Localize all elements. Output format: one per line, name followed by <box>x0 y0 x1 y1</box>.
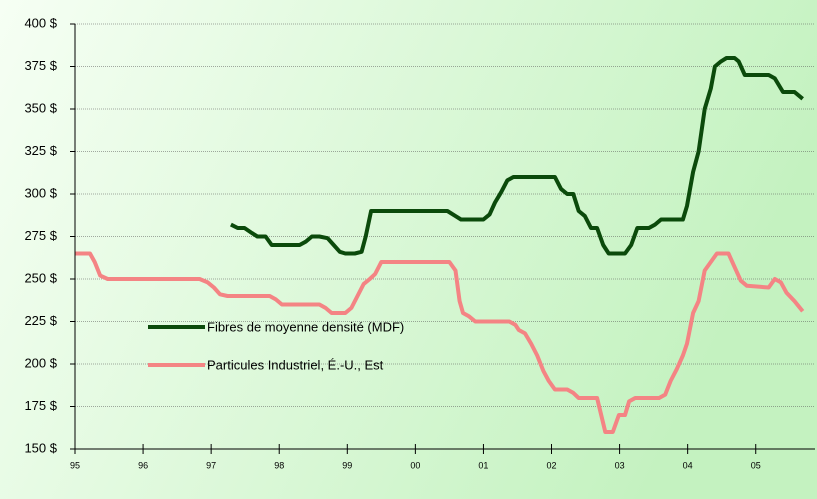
legend-label: Particules Industriel, É.-U., Est <box>207 357 384 372</box>
x-tick-label: 04 <box>683 460 693 470</box>
x-tick-label: 00 <box>410 460 420 470</box>
line-series <box>230 56 804 256</box>
x-tick-label: 05 <box>751 460 761 470</box>
x-tick-label: 98 <box>274 460 284 470</box>
line-series <box>75 251 805 434</box>
y-tick-label: 275 $ <box>24 228 57 243</box>
y-tick-label: 200 $ <box>24 355 57 370</box>
y-tick-label: 325 $ <box>24 143 57 158</box>
x-tick-label: 01 <box>478 460 488 470</box>
x-tick-label: 03 <box>615 460 625 470</box>
y-tick-label: 150 $ <box>24 440 57 455</box>
x-tick-label: 99 <box>342 460 352 470</box>
legend: Fibres de moyenne densité (MDF) Particule… <box>148 319 404 372</box>
y-tick-label: 225 $ <box>24 313 57 328</box>
x-tick-label: 97 <box>206 460 216 470</box>
y-tick-label: 250 $ <box>24 270 57 285</box>
y-tick-label: 300 $ <box>24 185 57 200</box>
x-tick-label: 96 <box>138 460 148 470</box>
y-tick-label: 350 $ <box>24 100 57 115</box>
x-tick-label: 95 <box>70 460 80 470</box>
x-tick-label: 02 <box>547 460 557 470</box>
y-tick-label: 400 $ <box>24 15 57 30</box>
y-tick-label: 375 $ <box>24 58 57 73</box>
legend-label: Fibres de moyenne densité (MDF) <box>207 319 404 334</box>
plot <box>75 56 805 434</box>
y-tick-label: 175 $ <box>24 398 57 413</box>
